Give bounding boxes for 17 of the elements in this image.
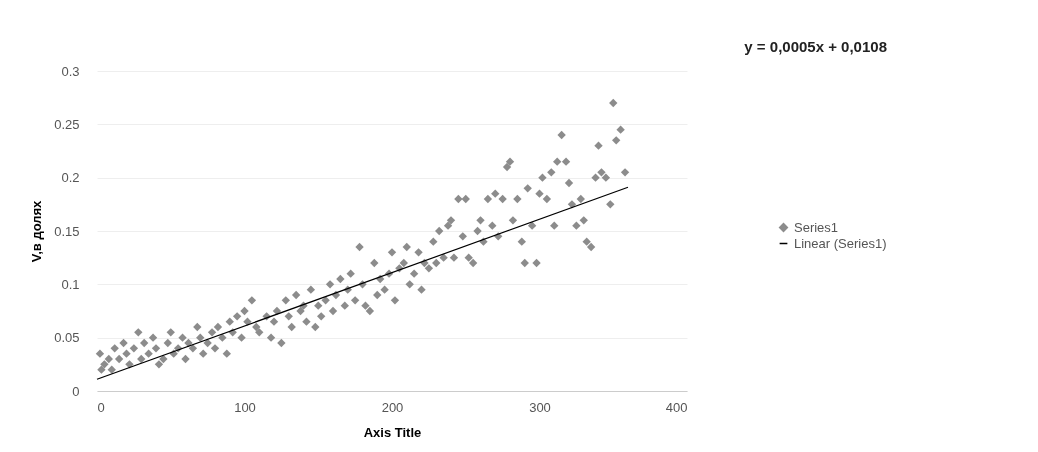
x-tick-label: 300 [529,399,551,415]
x-tick-label: 400 [665,399,688,415]
y-tick-label: 0.25 [54,116,80,132]
y-tick-label: 0.05 [54,330,80,346]
legend-label: Series1 [794,219,839,235]
x-tick-label: 100 [234,399,256,415]
text: y = 0,0005x + 0,0108 [744,38,887,55]
legend-label: Linear (Series1) [794,235,887,251]
x-axis-title: Axis Title [363,424,422,440]
y-tick-label: 0.15 [54,223,80,239]
y-tick-label: 0.1 [61,276,80,292]
y-tick-label: 0.3 [61,63,80,79]
y-tick-label: 0.2 [61,170,80,186]
y-tick-label: 0 [72,383,80,399]
y-axis-title: V,в долях [29,199,45,263]
x-tick-label: 200 [381,399,404,415]
x-tick-label: 0 [97,399,105,415]
